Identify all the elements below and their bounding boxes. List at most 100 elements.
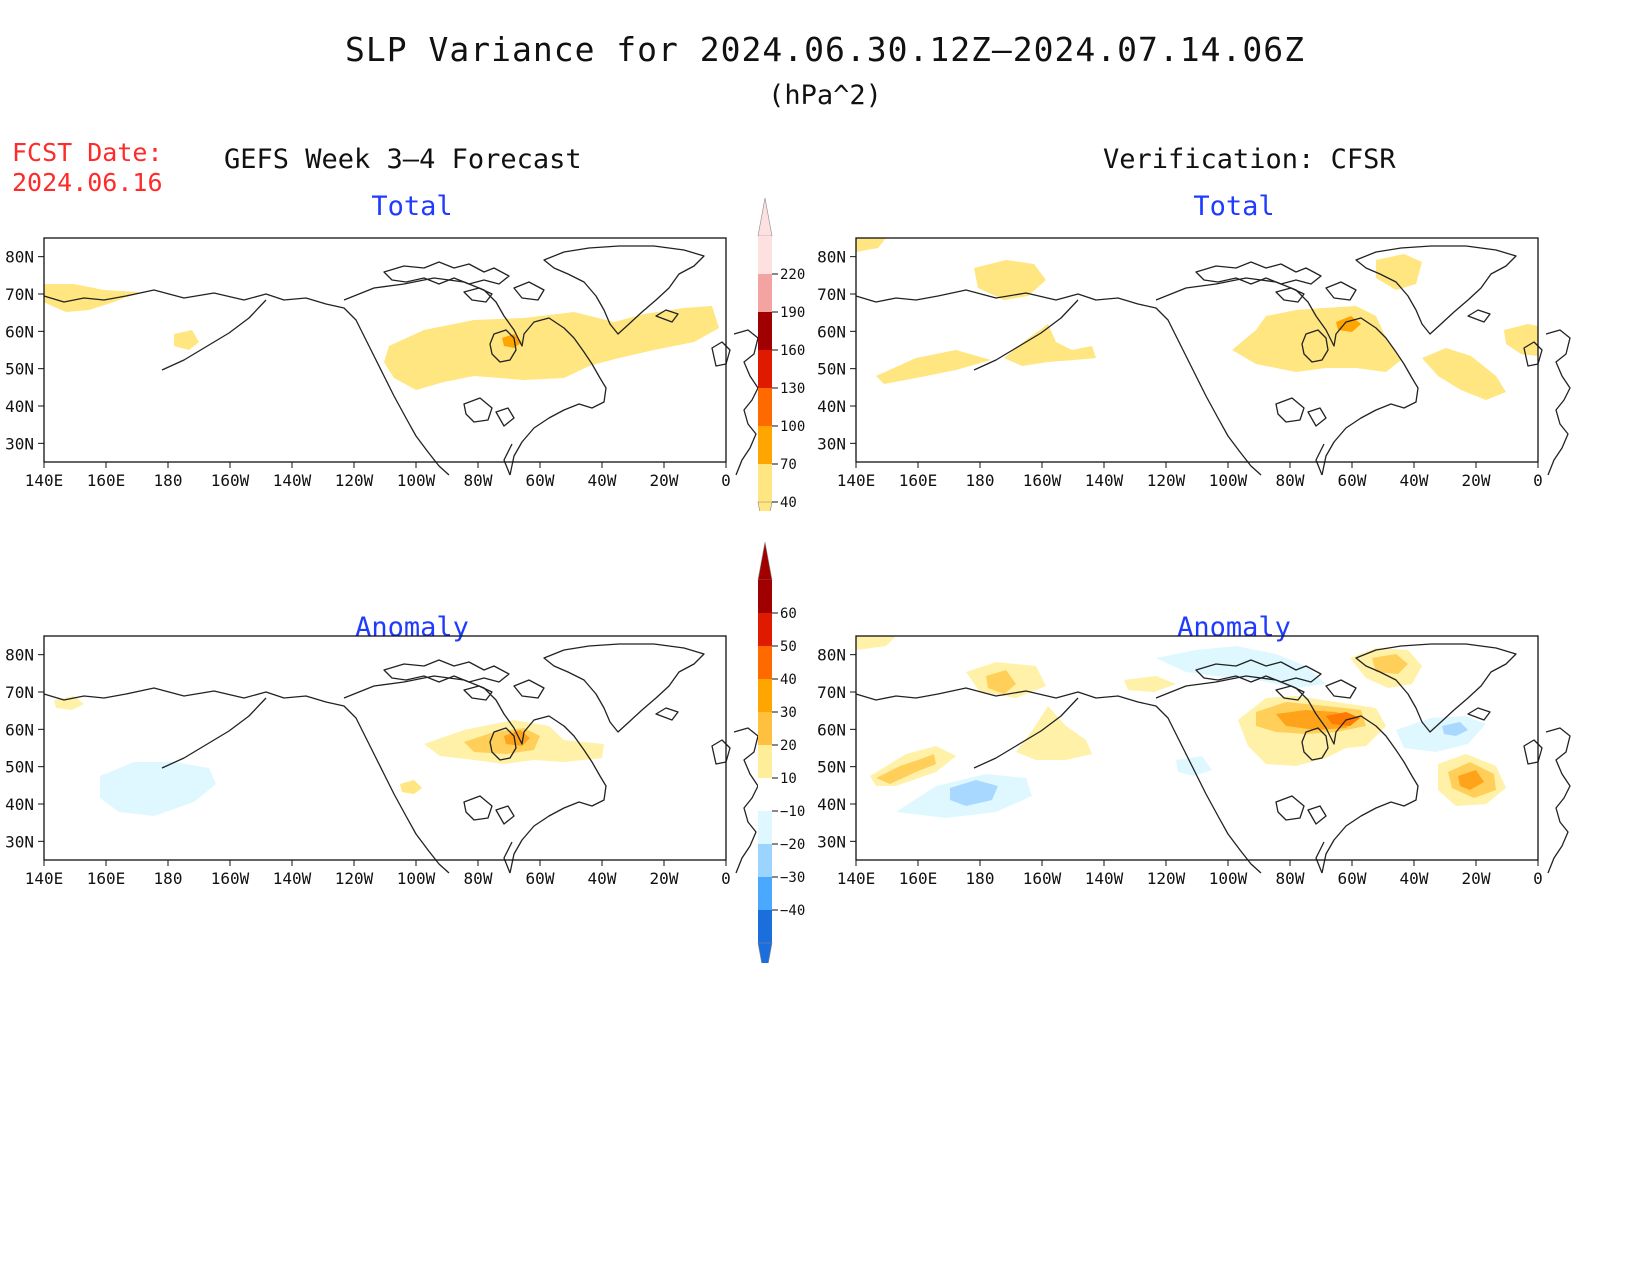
main-units: (hPa^2) xyxy=(768,80,882,111)
lat-tick-label: 30N xyxy=(5,832,34,851)
colorbar-anomaly-label: 60 xyxy=(780,606,797,622)
map-verification-total xyxy=(855,237,1571,476)
lat-tick-label: 60N xyxy=(5,720,34,739)
lon-tick-label: 100W xyxy=(1209,471,1248,490)
lat-tick-label: 50N xyxy=(5,360,34,379)
colorbar-anomaly-top-arrow xyxy=(757,541,773,581)
colorbar-total-swatch xyxy=(758,426,772,464)
lon-tick-label: 120W xyxy=(335,869,374,888)
fcst-date-label: FCST Date: xyxy=(12,138,163,167)
colorbar-anomaly-swatch xyxy=(758,580,772,613)
lon-tick-label: 140W xyxy=(1085,869,1124,888)
contour-forecast-total-40-bering xyxy=(174,330,199,350)
lon-tick-label: 80W xyxy=(464,869,493,888)
panel-title-forecast-anomaly: Anomaly xyxy=(355,612,469,643)
lat-tick-label: 60N xyxy=(817,322,846,341)
lat-tick-label: 70N xyxy=(817,683,846,702)
map-forecast-anomaly xyxy=(43,635,759,874)
lon-tick-label: 140W xyxy=(1085,471,1124,490)
colorbar-total-swatch xyxy=(758,350,772,388)
lat-tick-label: 30N xyxy=(817,832,846,851)
colorbar-anomaly-label: 50 xyxy=(780,639,797,655)
colorbar-total-swatch xyxy=(758,274,772,312)
colorbar-total-label: 220 xyxy=(780,267,805,283)
contour-verification-total-40-d xyxy=(1004,324,1096,366)
contour-forecast-anomaly-10-small-south xyxy=(400,780,422,794)
lon-tick-label: 120W xyxy=(1147,471,1186,490)
contour-forecast-anomaly-neg10-pacific xyxy=(100,762,216,816)
contour-verification-total-40-b xyxy=(974,260,1046,300)
lon-tick-label: 40W xyxy=(588,869,617,888)
lat-tick-label: 30N xyxy=(5,434,34,453)
contour-verification-total-40-a xyxy=(856,238,886,252)
colorbar-anomaly-swatch xyxy=(758,910,772,943)
lon-tick-label: 100W xyxy=(397,471,436,490)
lon-tick-label: 20W xyxy=(1462,471,1491,490)
colorbar-total-swatch xyxy=(758,464,772,502)
contour-verification-anomaly-40-canada xyxy=(1326,712,1360,726)
lon-tick-label: 140E xyxy=(25,869,64,888)
contour-verification-total-40-h xyxy=(1504,324,1538,356)
lat-tick-label: 70N xyxy=(5,285,34,304)
lon-tick-label: 160E xyxy=(87,471,126,490)
colorbar-total-label: 190 xyxy=(780,305,805,321)
contour-verification-anomaly-10-arctic xyxy=(1124,676,1176,692)
lon-tick-label: 180 xyxy=(154,471,183,490)
main-title: SLP Variance for 2024.06.30.12Z–2024.07.… xyxy=(345,30,1305,69)
verification-heading: Verification: CFSR xyxy=(1103,144,1396,175)
lon-tick-label: 100W xyxy=(397,869,436,888)
lon-tick-label: 0 xyxy=(1533,471,1543,490)
lon-tick-label: 160W xyxy=(1023,869,1062,888)
lat-tick-label: 40N xyxy=(5,397,34,416)
colorbar-anomaly-swatch xyxy=(758,646,772,679)
contour-verification-anomaly-10-d xyxy=(1016,706,1092,760)
lat-tick-label: 40N xyxy=(5,795,34,814)
lon-tick-label: 80W xyxy=(464,471,493,490)
contour-verification-anomaly-30-east xyxy=(1458,770,1484,790)
map-verification-anomaly xyxy=(855,635,1571,874)
lon-tick-label: 180 xyxy=(966,869,995,888)
contour-verification-anomaly-10-a xyxy=(856,636,896,650)
colorbar-anomaly-swatch xyxy=(758,745,772,778)
lon-tick-label: 140W xyxy=(273,471,312,490)
lat-tick-label: 50N xyxy=(5,758,34,777)
colorbar-anomaly-swatch xyxy=(758,613,772,646)
contour-verification-anomaly-neg10-arctic xyxy=(1156,646,1326,688)
panel-title-verification-total: Total xyxy=(1193,191,1275,222)
colorbar-anomaly-label: −30 xyxy=(780,870,805,886)
colorbar-anomaly-label: −40 xyxy=(780,903,805,919)
contour-verification-anomaly-neg10-atlantic xyxy=(1396,716,1486,752)
panel-title-verification-anomaly: Anomaly xyxy=(1177,612,1291,643)
lon-tick-label: 180 xyxy=(966,471,995,490)
lon-tick-label: 160E xyxy=(899,471,938,490)
lon-tick-label: 20W xyxy=(650,471,679,490)
panel-title-forecast-total: Total xyxy=(371,191,453,222)
colorbar-anomaly: 60 50 40 30 20 10 −10 −20 −30 −40 xyxy=(757,541,805,963)
contour-forecast-total-70-core xyxy=(502,334,522,348)
lon-tick-label: 140E xyxy=(837,869,876,888)
forecast-heading: GEFS Week 3–4 Forecast xyxy=(224,144,582,175)
lon-tick-label: 60W xyxy=(526,471,555,490)
lon-tick-label: 160W xyxy=(1023,471,1062,490)
lat-tick-label: 80N xyxy=(5,646,34,665)
contour-verification-anomaly-20-c xyxy=(876,754,936,784)
lon-tick-label: 120W xyxy=(335,471,374,490)
contour-verification-total-40-g xyxy=(1422,348,1506,400)
lon-tick-label: 60W xyxy=(1338,471,1367,490)
colorbar-total-swatch xyxy=(758,312,772,350)
lon-tick-label: 140E xyxy=(837,471,876,490)
lat-tick-label: 30N xyxy=(817,434,846,453)
colorbar-total-bottom-arrow xyxy=(757,501,773,511)
contour-verification-anomaly-20-b xyxy=(986,670,1016,694)
lon-tick-label: 80W xyxy=(1276,471,1305,490)
colorbar-anomaly-swatch xyxy=(758,712,772,745)
lat-tick-label: 60N xyxy=(5,322,34,341)
colorbar-total-swatch xyxy=(758,236,772,274)
colorbar-anomaly-swatch xyxy=(758,844,772,877)
colorbar-anomaly-label: 10 xyxy=(780,771,797,787)
lat-tick-label: 80N xyxy=(817,248,846,267)
contour-forecast-total-40-arctic-west xyxy=(44,284,139,312)
lat-tick-label: 40N xyxy=(817,795,846,814)
shading-forecast-total xyxy=(44,284,719,390)
